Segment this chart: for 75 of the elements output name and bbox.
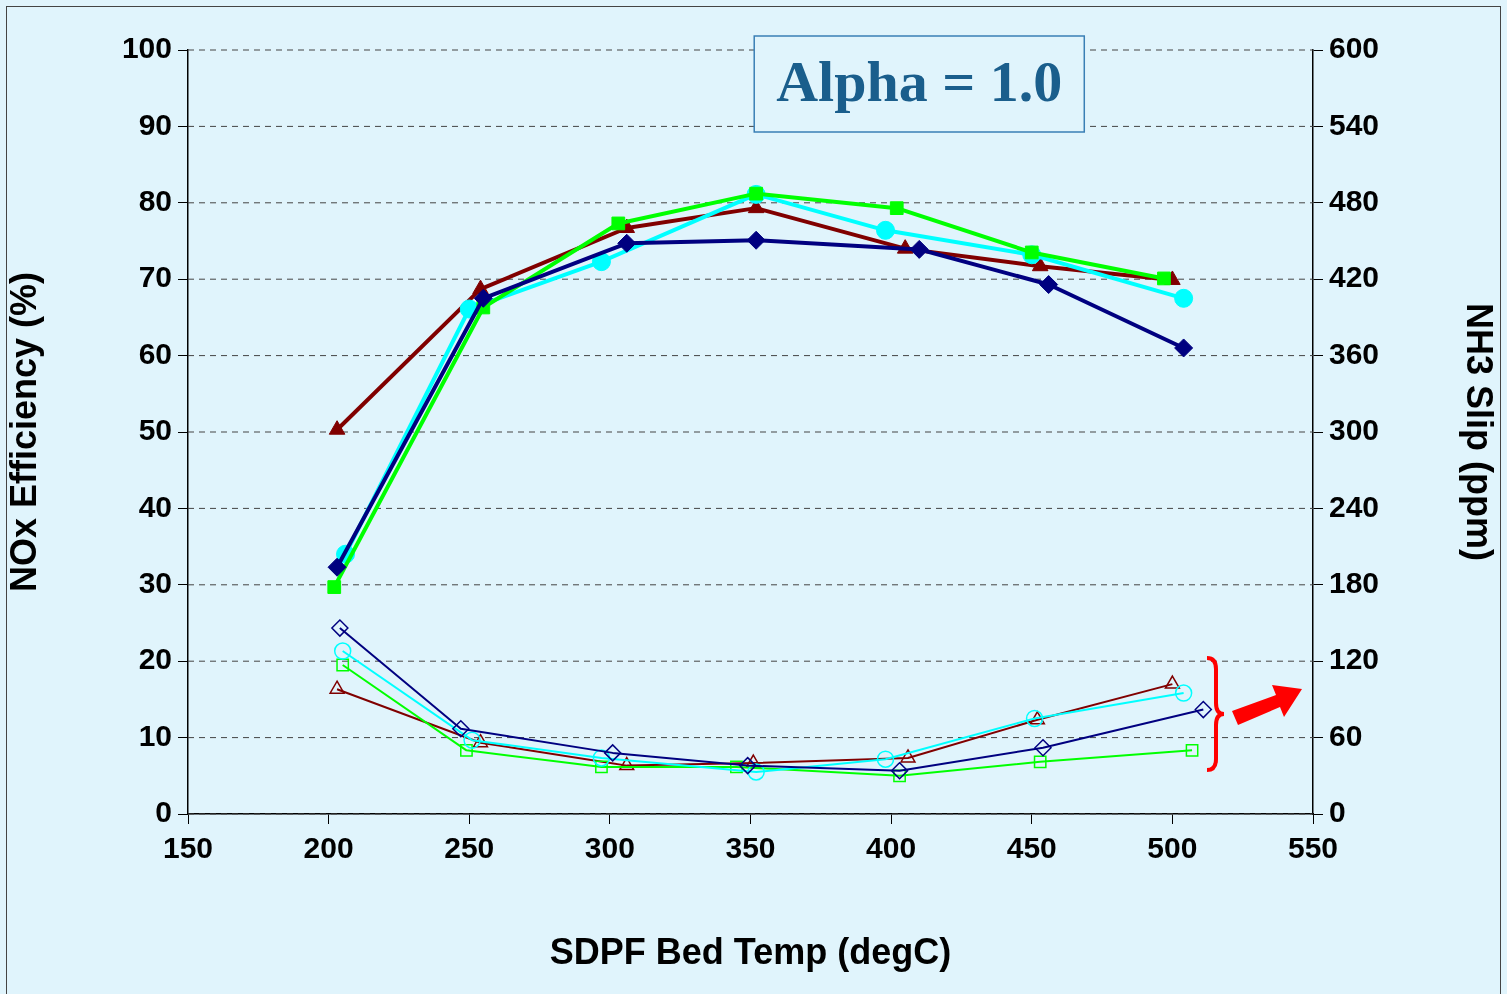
- x-tick-label: 350: [725, 831, 776, 865]
- y2-tick-label: 120: [1329, 642, 1380, 676]
- x-tick-label: 450: [1006, 831, 1057, 865]
- point: [746, 230, 766, 250]
- point: [1174, 288, 1194, 308]
- point: [592, 749, 611, 767]
- y-tick-label: 90: [138, 107, 172, 141]
- y-axis-title: NOx Efficiency (%): [2, 271, 44, 593]
- y2-tick-label: 360: [1329, 336, 1380, 370]
- y2-tick-label: 420: [1329, 260, 1380, 294]
- y2-tick-label: 600: [1329, 31, 1380, 65]
- point: [329, 680, 345, 694]
- point: [331, 619, 349, 637]
- x-tick-label: 250: [444, 831, 495, 865]
- point: [1039, 275, 1059, 295]
- point: [328, 420, 346, 435]
- point: [1025, 709, 1044, 728]
- point: [747, 763, 765, 781]
- point: [1157, 271, 1171, 286]
- point: [333, 642, 352, 660]
- y-tick-label: 60: [138, 336, 172, 370]
- point: [1034, 739, 1052, 757]
- point: [327, 580, 342, 594]
- point: [460, 743, 473, 757]
- y2-tick-label: 480: [1329, 184, 1380, 218]
- y-tick-label: 10: [138, 718, 172, 752]
- y2-tick-label: 300: [1329, 413, 1380, 447]
- y2-tick-label: 60: [1329, 718, 1363, 752]
- point: [1174, 338, 1194, 358]
- x-tick-label: 500: [1147, 831, 1198, 865]
- point: [336, 658, 350, 672]
- x-tick-label: 550: [1287, 831, 1339, 865]
- y-tick-label: 20: [138, 642, 172, 676]
- point: [876, 220, 895, 240]
- point: [463, 731, 481, 749]
- point: [473, 288, 493, 308]
- y-tick-label: 50: [138, 413, 172, 447]
- point: [472, 733, 489, 748]
- y2-axis-title: NH3 Slip (ppm): [1459, 303, 1501, 561]
- point: [1174, 684, 1193, 702]
- y-tick-label: 0: [155, 795, 172, 829]
- point: [1185, 743, 1199, 757]
- y-tick-label: 100: [121, 31, 172, 65]
- y-tick-label: 40: [138, 489, 172, 523]
- y2-tick-label: 180: [1329, 566, 1380, 600]
- point: [909, 239, 929, 259]
- point: [327, 557, 347, 577]
- point: [611, 216, 626, 231]
- point: [730, 760, 743, 774]
- y2-tick-label: 540: [1329, 107, 1380, 141]
- point: [1194, 700, 1213, 719]
- point: [1164, 675, 1181, 689]
- y-tick-label: 30: [138, 566, 172, 600]
- point: [1033, 755, 1047, 769]
- x-tick-label: 300: [584, 831, 635, 865]
- annotation: Alpha = 1.0: [776, 48, 1063, 114]
- point: [1029, 711, 1046, 725]
- y2-tick-label: 0: [1329, 795, 1346, 829]
- y-tick-label: 80: [138, 184, 172, 218]
- y2-tick-label: 240: [1329, 489, 1380, 523]
- x-axis-title: SDPF Bed Temp (degC): [549, 931, 952, 973]
- point: [889, 201, 904, 216]
- point: [452, 719, 470, 738]
- x-tick-label: 400: [866, 831, 917, 865]
- point: [900, 749, 916, 763]
- point: [876, 750, 895, 768]
- point: [595, 760, 608, 774]
- point: [890, 761, 909, 780]
- point: [617, 233, 637, 253]
- x-tick-label: 150: [162, 831, 214, 865]
- x-tick-label: 200: [303, 831, 354, 865]
- point: [738, 756, 757, 775]
- y-tick-label: 70: [138, 260, 172, 294]
- point: [619, 756, 635, 771]
- point: [603, 744, 622, 762]
